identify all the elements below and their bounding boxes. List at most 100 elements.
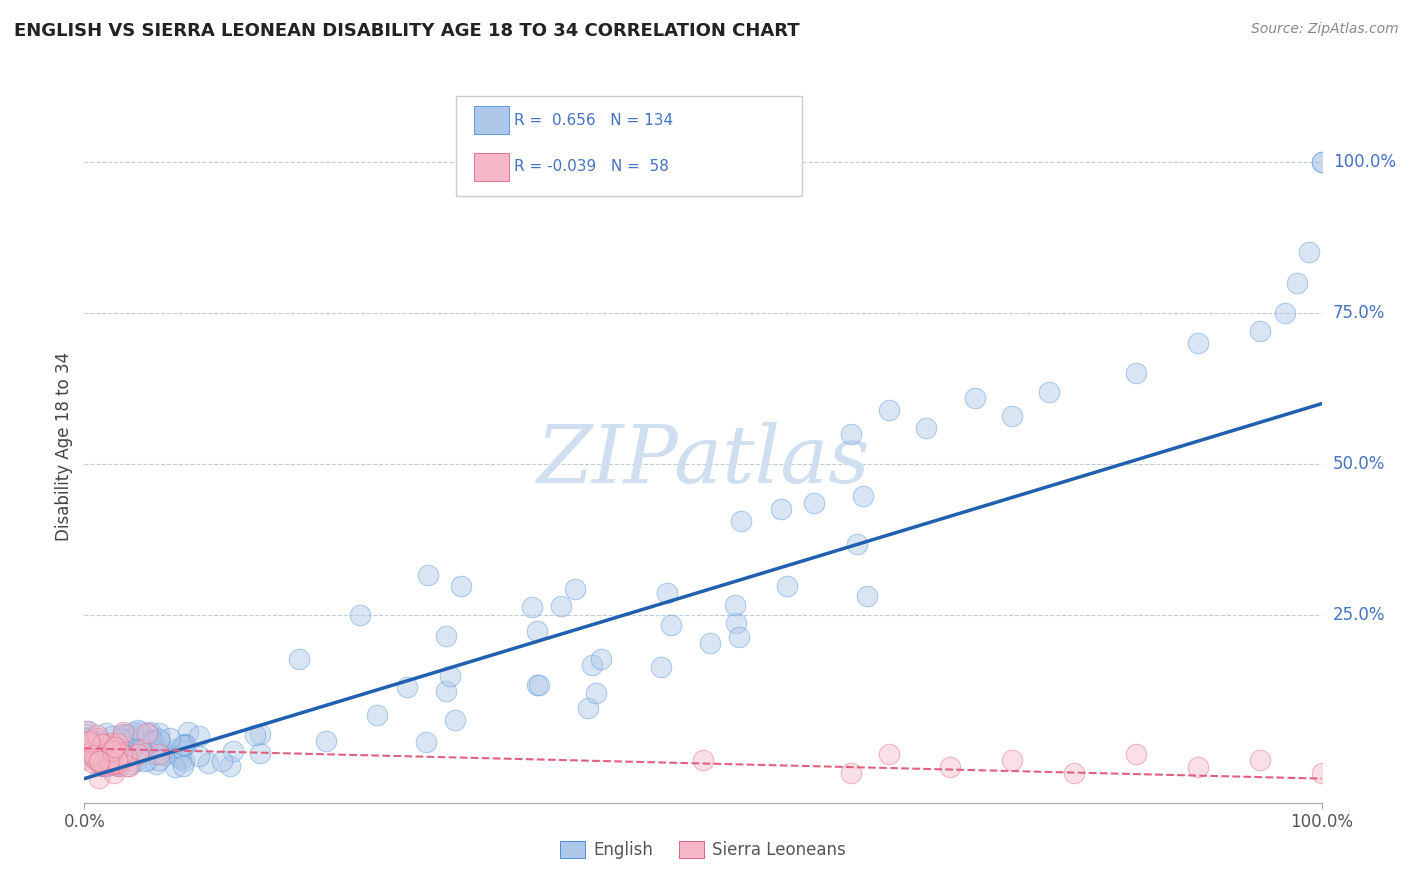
- Point: [77, 733, 100, 747]
- Point: [105, 756, 128, 771]
- Text: ZIPatlas: ZIPatlas: [536, 422, 870, 499]
- Point: [127, 748, 149, 763]
- Point: [80, 755, 103, 769]
- Point: [315, 734, 337, 748]
- Point: [107, 753, 129, 767]
- Point: [80, 749, 103, 764]
- Point: [79, 736, 101, 750]
- Point: [105, 758, 128, 772]
- Point: [1038, 384, 1060, 399]
- Point: [450, 579, 472, 593]
- Point: [94, 725, 117, 739]
- Point: [1187, 336, 1209, 351]
- Point: [84, 747, 107, 761]
- Point: [75, 731, 97, 746]
- Point: [659, 617, 682, 632]
- Point: [581, 657, 603, 672]
- Point: [846, 537, 869, 551]
- Point: [112, 725, 135, 739]
- Point: [416, 568, 439, 582]
- Point: [104, 739, 127, 754]
- Point: [87, 771, 110, 785]
- Point: [103, 765, 125, 780]
- Point: [145, 757, 167, 772]
- Point: [349, 607, 371, 622]
- Point: [852, 489, 875, 503]
- Point: [127, 747, 149, 762]
- Point: [112, 726, 135, 740]
- Point: [877, 747, 900, 762]
- Point: [434, 683, 457, 698]
- Point: [728, 630, 751, 644]
- Point: [134, 754, 156, 768]
- Point: [135, 737, 157, 751]
- Point: [188, 729, 211, 743]
- Point: [107, 737, 129, 751]
- Point: [89, 734, 111, 748]
- Point: [105, 735, 128, 749]
- Point: [93, 759, 115, 773]
- Point: [1285, 276, 1308, 290]
- Point: [75, 727, 97, 741]
- Point: [75, 752, 97, 766]
- Point: [83, 752, 105, 766]
- FancyBboxPatch shape: [456, 96, 801, 196]
- Point: [111, 727, 134, 741]
- Point: [108, 750, 131, 764]
- Text: 75.0%: 75.0%: [1333, 304, 1385, 322]
- Point: [79, 742, 101, 756]
- Point: [725, 615, 748, 630]
- Point: [187, 749, 209, 764]
- Point: [163, 759, 186, 773]
- Point: [222, 744, 245, 758]
- Point: [131, 735, 153, 749]
- Point: [75, 746, 97, 760]
- Point: [101, 750, 124, 764]
- Point: [101, 744, 124, 758]
- Point: [112, 742, 135, 756]
- Point: [444, 713, 467, 727]
- Point: [129, 743, 152, 757]
- Point: [101, 729, 124, 743]
- Point: [127, 742, 149, 756]
- Text: 100.0%: 100.0%: [1333, 153, 1396, 170]
- Point: [173, 739, 195, 753]
- Point: [396, 680, 419, 694]
- Point: [655, 586, 678, 600]
- Point: [115, 733, 138, 747]
- Point: [1187, 759, 1209, 773]
- Point: [211, 754, 233, 768]
- Point: [770, 501, 793, 516]
- Point: [129, 724, 152, 739]
- Point: [1249, 754, 1271, 768]
- Point: [1298, 245, 1320, 260]
- Point: [520, 600, 543, 615]
- Point: [939, 759, 962, 773]
- Point: [89, 754, 111, 768]
- Text: 25.0%: 25.0%: [1333, 607, 1385, 624]
- Point: [91, 737, 114, 751]
- Point: [87, 754, 110, 768]
- Point: [1274, 306, 1296, 320]
- Point: [94, 740, 117, 755]
- Point: [77, 723, 100, 738]
- Point: [1249, 324, 1271, 338]
- Point: [249, 746, 271, 760]
- Y-axis label: Disability Age 18 to 34: Disability Age 18 to 34: [55, 351, 73, 541]
- Point: [148, 747, 170, 761]
- Point: [366, 707, 388, 722]
- Point: [89, 733, 111, 747]
- Point: [692, 754, 714, 768]
- Point: [100, 736, 122, 750]
- Point: [97, 757, 120, 772]
- FancyBboxPatch shape: [474, 153, 509, 181]
- Point: [148, 754, 170, 768]
- Point: [439, 668, 461, 682]
- Point: [415, 735, 437, 749]
- Point: [173, 754, 195, 768]
- Point: [856, 589, 879, 603]
- Point: [914, 421, 936, 435]
- Point: [1125, 747, 1147, 762]
- Point: [287, 652, 309, 666]
- Point: [105, 742, 128, 756]
